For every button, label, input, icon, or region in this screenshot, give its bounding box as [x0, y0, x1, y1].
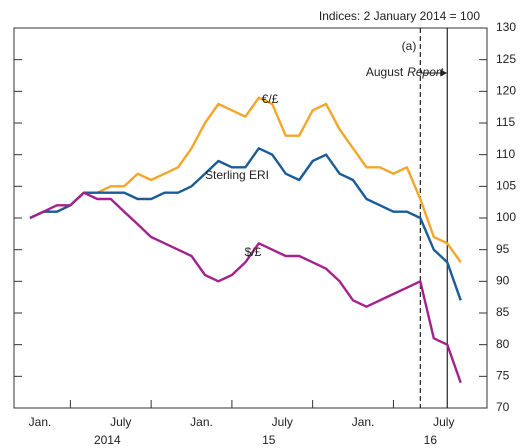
- series-line: [29, 96, 462, 263]
- y-tick-label: 100: [496, 210, 516, 224]
- y-tick-label: 130: [496, 20, 516, 34]
- series-line: [29, 147, 462, 301]
- year-label: 15: [262, 433, 276, 447]
- y-tick-label: 70: [496, 400, 510, 414]
- x-tick-label: Jan.: [29, 415, 52, 429]
- y-tick-label: 80: [496, 337, 510, 351]
- x-tick-label: July: [433, 415, 454, 429]
- series-line: [29, 191, 462, 384]
- y-tick-label: 95: [496, 242, 510, 256]
- annotation-label: August Report: [366, 65, 444, 79]
- series-label: $/£: [245, 245, 262, 259]
- y-tick-label: 110: [496, 147, 515, 161]
- annotation-part: (a): [402, 39, 417, 53]
- x-tick-label: July: [110, 415, 131, 429]
- annotation-part: August: [366, 65, 404, 79]
- plot-frame: [13, 27, 488, 409]
- y-tick-label: 105: [496, 179, 516, 193]
- y-tick-label: 75: [496, 369, 510, 383]
- x-tick-label: July: [272, 415, 293, 429]
- y-tick-label: 85: [496, 305, 510, 319]
- annotation-arrowhead: [440, 69, 448, 77]
- y-tick-label: 115: [496, 115, 515, 129]
- y-tick-label: 120: [496, 84, 516, 98]
- annotation-part: Report: [407, 65, 444, 79]
- y-tick-label: 125: [496, 52, 516, 66]
- x-tick-label: Jan.: [190, 415, 213, 429]
- series-label: Sterling ERI: [205, 168, 269, 182]
- annotation-label: (a): [402, 39, 417, 53]
- subtitle: Indices: 2 January 2014 = 100: [319, 9, 480, 23]
- x-tick-label: Jan.: [352, 415, 375, 429]
- series-label: €/£: [262, 92, 279, 106]
- year-label: 2014: [94, 433, 121, 447]
- year-label: 16: [424, 433, 438, 447]
- y-tick-label: 90: [496, 274, 510, 288]
